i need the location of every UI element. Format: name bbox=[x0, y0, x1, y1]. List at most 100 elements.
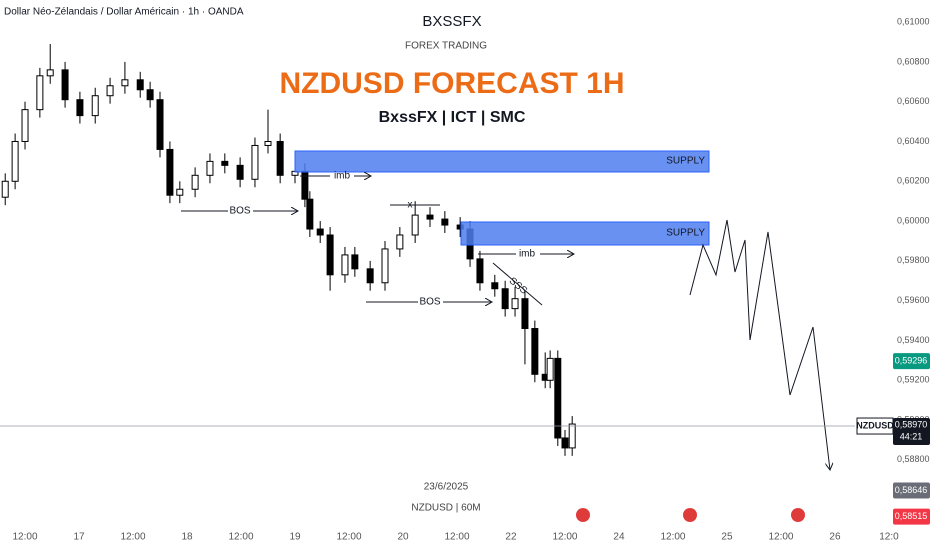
price-tag-label: 0,58515 bbox=[895, 511, 928, 521]
plot bbox=[1, 43, 576, 456]
candle-body bbox=[136, 79, 144, 91]
candle-body bbox=[521, 298, 529, 330]
candle-body bbox=[236, 164, 244, 180]
candle-body bbox=[426, 214, 434, 220]
candle-body bbox=[221, 160, 229, 166]
candle-body bbox=[561, 437, 569, 449]
supply-label: SUPPLY bbox=[666, 156, 705, 167]
supply-zone bbox=[460, 221, 710, 246]
candle-body bbox=[366, 268, 374, 284]
candle-body bbox=[546, 357, 554, 381]
candle-body bbox=[11, 140, 19, 182]
x-tick-label: 25 bbox=[721, 532, 733, 543]
watermark-date: 23/6/2025 bbox=[424, 482, 469, 493]
bos-label: BOS bbox=[419, 297, 440, 308]
candle-body bbox=[106, 85, 114, 97]
price-tag-label: 0,58970 bbox=[895, 419, 928, 429]
watermark-subtitle: FOREX TRADING bbox=[405, 41, 487, 52]
candle-body bbox=[156, 99, 164, 150]
price-tag-label: 0,59296 bbox=[895, 356, 928, 366]
price-tag bbox=[893, 353, 930, 370]
x-tick-label: 17 bbox=[73, 532, 85, 543]
y-tick-label: 0,59800 bbox=[897, 255, 930, 265]
supply-label: SUPPLY bbox=[666, 228, 705, 239]
candle-body bbox=[501, 288, 509, 310]
x-tick-label: 18 bbox=[181, 532, 193, 543]
supply-zone bbox=[294, 150, 710, 173]
x-tick-label: 22 bbox=[505, 532, 517, 543]
candle-body bbox=[176, 188, 184, 196]
watermark-symbol: NZDUSD | 60M bbox=[411, 503, 480, 514]
forecast-path bbox=[689, 219, 830, 470]
header: Dollar Néo-Zélandais / Dollar Américain … bbox=[4, 7, 244, 18]
chart-title: NZDUSD FORECAST 1H bbox=[279, 67, 624, 100]
candle-body bbox=[91, 95, 99, 117]
candle-body bbox=[396, 234, 404, 250]
y-tick-label: 0,59400 bbox=[897, 335, 930, 345]
candle-body bbox=[531, 328, 539, 375]
price-tag bbox=[893, 482, 930, 499]
y-tick-label: 0,59600 bbox=[897, 295, 930, 305]
candle-body bbox=[316, 228, 324, 236]
x-tick-label: 12:00 bbox=[336, 532, 361, 543]
candle-body bbox=[411, 214, 419, 236]
candle-body bbox=[511, 298, 519, 310]
x-tick-label: 12:0 bbox=[879, 532, 899, 543]
time-axis-bg bbox=[0, 525, 932, 550]
candle-body bbox=[326, 234, 334, 276]
candle-body bbox=[46, 69, 54, 77]
candle-body bbox=[491, 282, 499, 290]
watermark-title: BXSSFX bbox=[422, 13, 481, 30]
bos-label: BOS bbox=[229, 206, 250, 217]
candle-body bbox=[306, 198, 314, 230]
price-tag-label: 0,58646 bbox=[895, 485, 928, 495]
x-tick-label: 12:00 bbox=[120, 532, 145, 543]
candle-body bbox=[21, 109, 29, 142]
candle-body bbox=[121, 79, 129, 87]
candle-body bbox=[276, 140, 284, 176]
imb-label: imb bbox=[334, 171, 351, 182]
candle-body bbox=[351, 254, 359, 270]
candle-body bbox=[1, 180, 9, 198]
y-tick-label: 0,60000 bbox=[897, 215, 930, 225]
mark-label: x bbox=[408, 200, 413, 211]
event-icon[interactable] bbox=[683, 508, 697, 522]
x-tick-label: 12:00 bbox=[552, 532, 577, 543]
event-icons bbox=[576, 508, 805, 522]
candle-body bbox=[206, 160, 214, 176]
chart-subtitle: BxssFX | ICT | SMC bbox=[379, 109, 526, 126]
candle-body bbox=[191, 174, 199, 190]
x-tick-label: 12:00 bbox=[768, 532, 793, 543]
candle-body bbox=[568, 423, 576, 449]
candle-body bbox=[264, 140, 272, 146]
x-tick-label: 20 bbox=[397, 532, 409, 543]
candle-body bbox=[36, 75, 44, 111]
x-tick-label: 12:00 bbox=[660, 532, 685, 543]
candle-body bbox=[341, 254, 349, 276]
candle-body bbox=[146, 89, 154, 101]
event-icon[interactable] bbox=[791, 508, 805, 522]
x-tick-label: 19 bbox=[289, 532, 301, 543]
symbol-label: NZDUSD bbox=[856, 420, 894, 430]
x-tick-label: 12:00 bbox=[228, 532, 253, 543]
y-tick-label: 0,58800 bbox=[897, 454, 930, 464]
y-tick-label: 0,61000 bbox=[897, 16, 930, 26]
candle-body bbox=[166, 148, 174, 196]
y-tick-label: 0,60800 bbox=[897, 56, 930, 66]
price-tag bbox=[893, 508, 930, 525]
candle-body bbox=[554, 357, 562, 439]
candle-body bbox=[441, 218, 449, 226]
x-tick-label: 26 bbox=[829, 532, 841, 543]
countdown-label: 44:21 bbox=[900, 431, 923, 441]
x-tick-label: 12:00 bbox=[13, 532, 38, 543]
price-tag bbox=[893, 418, 930, 446]
candle-body bbox=[76, 99, 84, 117]
candle-body bbox=[251, 144, 259, 180]
y-tick-label: 0,60400 bbox=[897, 136, 930, 146]
event-icon[interactable] bbox=[576, 508, 590, 522]
y-tick-label: 0,60600 bbox=[897, 96, 930, 106]
y-tick-label: 0,59200 bbox=[897, 375, 930, 385]
